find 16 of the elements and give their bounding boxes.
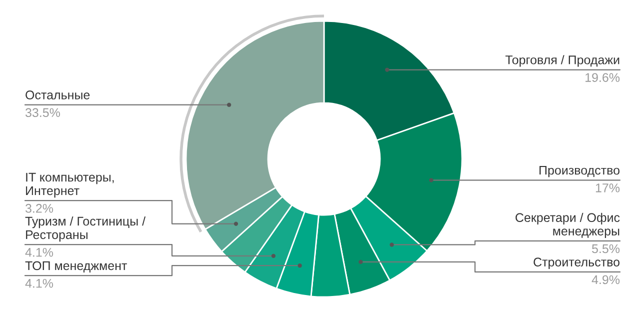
data-label: 17% (596, 184, 620, 192)
data-label: 4.1% (25, 278, 54, 288)
slice-label: Строительство (534, 258, 620, 269)
data-label: 33.5% (25, 108, 60, 118)
slice-label: IT компьютеры, Интернет (26, 172, 114, 198)
data-label: 19.6% (586, 73, 620, 82)
data-label: 4.1% (25, 248, 54, 257)
slice-label: Секретари / Офис менеджеры (516, 212, 620, 238)
data-label: 4.9% (592, 275, 620, 284)
data-label: 5.5% (592, 244, 620, 254)
slice-label: Остальные (26, 90, 90, 100)
slice-label: Производство (540, 166, 620, 178)
slice-label: Туризм / Гостиницы / Рестораны (25, 216, 146, 242)
data-label: 3.2% (25, 204, 54, 213)
slice-label: ТОП менеджмент (25, 261, 127, 272)
slice-label: Торговля / Продажи (505, 55, 620, 67)
